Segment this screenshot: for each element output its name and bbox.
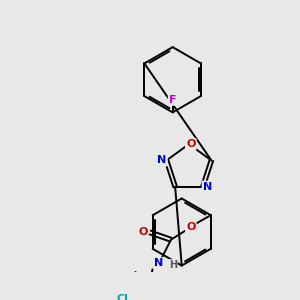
Text: F: F xyxy=(169,95,176,105)
Text: H: H xyxy=(169,260,177,270)
Text: N: N xyxy=(154,258,163,268)
Text: O: O xyxy=(186,139,196,149)
Text: Cl: Cl xyxy=(117,294,128,300)
Text: O: O xyxy=(138,227,148,238)
Text: O: O xyxy=(186,222,196,232)
Text: N: N xyxy=(203,182,212,192)
Text: N: N xyxy=(158,155,167,165)
